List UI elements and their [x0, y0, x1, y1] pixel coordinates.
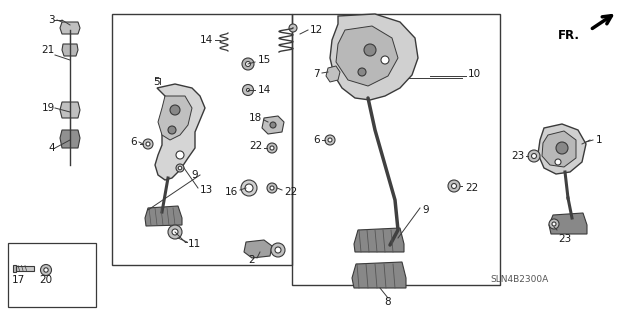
Circle shape: [176, 164, 184, 172]
Text: 18: 18: [249, 113, 262, 123]
Circle shape: [381, 56, 389, 64]
Bar: [292, 14, 500, 285]
Text: 5: 5: [153, 77, 159, 87]
Text: FR.: FR.: [558, 29, 580, 42]
Circle shape: [170, 105, 180, 115]
Bar: [16, 265, 34, 271]
Circle shape: [328, 138, 332, 142]
Circle shape: [40, 264, 51, 276]
Text: 21: 21: [42, 45, 55, 55]
Circle shape: [552, 222, 556, 226]
Text: 22: 22: [249, 141, 262, 151]
Text: 9: 9: [191, 170, 198, 180]
Text: 14: 14: [200, 35, 213, 45]
Text: 17: 17: [12, 275, 24, 285]
Text: 22: 22: [465, 183, 478, 193]
Text: 6: 6: [314, 135, 320, 145]
Circle shape: [146, 142, 150, 146]
Circle shape: [531, 153, 536, 159]
Circle shape: [448, 180, 460, 192]
Text: 23: 23: [558, 234, 572, 244]
Circle shape: [270, 122, 276, 128]
Text: 4: 4: [49, 143, 55, 153]
Polygon shape: [60, 130, 80, 148]
Circle shape: [325, 135, 335, 145]
Circle shape: [358, 68, 366, 76]
Circle shape: [178, 166, 182, 170]
Bar: [112, 14, 292, 265]
Text: 20: 20: [40, 275, 52, 285]
Circle shape: [242, 58, 254, 70]
Text: SLN4B2300A: SLN4B2300A: [490, 276, 548, 285]
Circle shape: [44, 268, 48, 272]
Circle shape: [556, 142, 568, 154]
Circle shape: [267, 183, 277, 193]
Polygon shape: [326, 66, 340, 82]
Text: 10: 10: [468, 69, 481, 79]
Text: 15: 15: [258, 55, 271, 65]
Circle shape: [364, 44, 376, 56]
Circle shape: [246, 62, 250, 66]
Circle shape: [555, 159, 561, 165]
Polygon shape: [155, 84, 205, 180]
Text: 1: 1: [596, 135, 603, 145]
Text: 14: 14: [258, 85, 271, 95]
Text: 11: 11: [188, 239, 201, 249]
Text: 12: 12: [310, 25, 323, 35]
Polygon shape: [542, 131, 576, 167]
Text: 2: 2: [248, 255, 255, 265]
Circle shape: [528, 150, 540, 162]
Circle shape: [241, 180, 257, 196]
Text: 19: 19: [42, 103, 55, 113]
Polygon shape: [352, 262, 406, 288]
Text: 13: 13: [200, 185, 213, 195]
Polygon shape: [262, 116, 284, 134]
Circle shape: [289, 24, 297, 32]
Circle shape: [168, 126, 176, 134]
Text: 3: 3: [49, 15, 55, 25]
Circle shape: [451, 183, 456, 189]
Polygon shape: [60, 22, 80, 34]
Circle shape: [168, 225, 182, 239]
Text: 8: 8: [385, 297, 391, 307]
Polygon shape: [354, 228, 404, 252]
Polygon shape: [538, 124, 586, 174]
Circle shape: [270, 146, 274, 150]
Bar: [13, 264, 16, 271]
Polygon shape: [244, 240, 272, 258]
Text: 22: 22: [284, 187, 297, 197]
Circle shape: [245, 184, 253, 192]
Polygon shape: [145, 206, 182, 226]
Circle shape: [275, 247, 281, 253]
Polygon shape: [336, 26, 398, 86]
Text: 6: 6: [131, 137, 137, 147]
Text: 23: 23: [511, 151, 524, 161]
Polygon shape: [549, 213, 587, 234]
Circle shape: [176, 151, 184, 159]
Polygon shape: [158, 96, 192, 140]
Polygon shape: [330, 14, 418, 100]
Circle shape: [267, 143, 277, 153]
Circle shape: [271, 243, 285, 257]
Text: 16: 16: [225, 187, 238, 197]
Bar: [8, 243, 96, 307]
Circle shape: [243, 85, 253, 95]
Circle shape: [549, 219, 559, 229]
Circle shape: [172, 229, 178, 235]
Circle shape: [143, 139, 153, 149]
Polygon shape: [60, 102, 80, 118]
Polygon shape: [62, 44, 78, 56]
Circle shape: [246, 88, 250, 92]
Circle shape: [270, 186, 274, 190]
Text: 7: 7: [314, 69, 320, 79]
Text: 9: 9: [422, 205, 429, 215]
